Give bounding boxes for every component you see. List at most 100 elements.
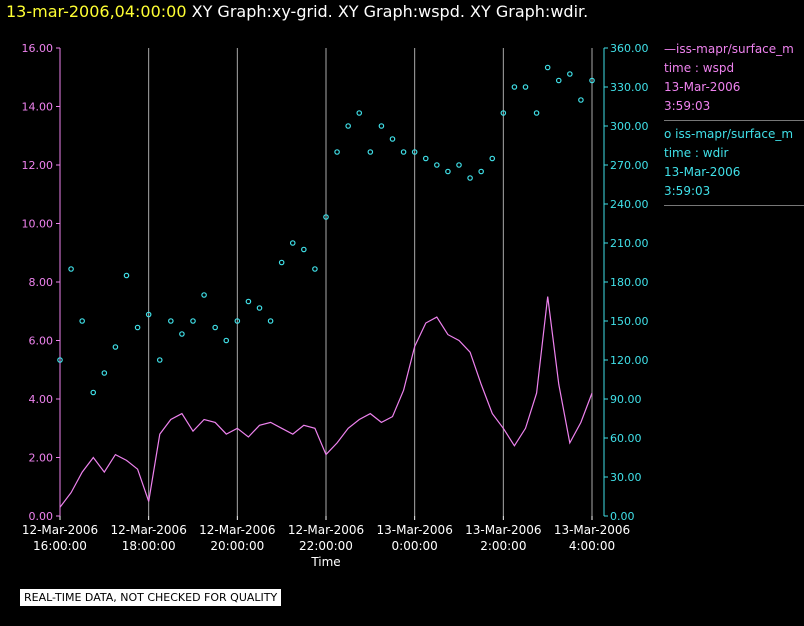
wdir-point — [500, 110, 507, 116]
wdir-point — [434, 162, 440, 168]
wdir-point — [201, 292, 207, 298]
wdir-point — [345, 123, 351, 129]
y-right-tick-label: 330.00 — [610, 81, 649, 94]
wdir-point — [323, 214, 329, 220]
y-right-tick-label: 150.00 — [610, 315, 649, 328]
x-tick-label: 12-Mar-2006 — [110, 523, 186, 537]
x-axis-label: Time — [310, 555, 340, 569]
wdir-point — [57, 357, 63, 363]
x-tick-label: 12-Mar-2006 — [199, 523, 275, 537]
x-tick-label: 2:00:00 — [480, 539, 526, 553]
wdir-point — [278, 259, 285, 266]
legend-var-wspd: time : wspd — [664, 61, 735, 75]
y-left-tick-label: 14.00 — [22, 101, 54, 114]
wdir-point — [101, 370, 108, 376]
wdir-point — [589, 77, 595, 84]
graph-list: XY Graph:xy-grid. XY Graph:wspd. XY Grap… — [191, 2, 589, 21]
legend-name-wspd: iss-mapr/surface_m — [676, 42, 794, 56]
y-right-tick-label: 300.00 — [610, 120, 649, 133]
wdir-point — [68, 266, 74, 272]
wdir-point — [567, 71, 573, 77]
wdir-point — [389, 136, 396, 142]
wdir-point — [123, 272, 130, 279]
legend-entry-wspd: —iss-mapr/surface_m time : wspd 13-Mar-2… — [664, 40, 804, 121]
wdir-point — [256, 305, 263, 311]
y-left-tick-label: 16.00 — [22, 42, 54, 55]
x-tick-label: 12-Mar-2006 — [288, 523, 364, 537]
wdir-point — [511, 84, 518, 90]
legend-symbol-wspd: — — [664, 42, 676, 56]
y-right-tick-label: 270.00 — [610, 159, 649, 172]
x-tick-label: 22:00:00 — [299, 539, 353, 553]
wdir-point — [156, 357, 163, 363]
wdir-point — [489, 155, 496, 162]
legend-var-wdir: time : wdir — [664, 146, 729, 160]
wdir-point — [245, 298, 252, 305]
y-left-tick-label: 10.00 — [22, 218, 54, 231]
legend-date-wspd: 13-Mar-2006 — [664, 80, 741, 94]
wdir-point — [168, 318, 174, 324]
y-right-tick-label: 90.00 — [610, 393, 642, 406]
wdir-point — [544, 64, 551, 71]
wdir-point — [267, 318, 274, 324]
wdir-point — [378, 123, 385, 129]
x-tick-label: 4:00:00 — [569, 539, 615, 553]
x-tick-label: 13-Mar-2006 — [465, 523, 541, 537]
legend-symbol-wdir: o — [664, 127, 672, 141]
x-tick-label: 13-Mar-2006 — [554, 523, 630, 537]
wdir-point — [411, 149, 418, 155]
wdir-point — [190, 318, 196, 324]
x-tick-label: 0:00:00 — [392, 539, 438, 553]
wdir-point — [445, 168, 451, 175]
y-left-tick-label: 0.00 — [29, 510, 54, 523]
wdir-point — [79, 318, 85, 324]
legend-time-wdir: 3:59:03 — [664, 184, 711, 198]
wdir-point — [422, 155, 429, 162]
wdir-point — [289, 240, 296, 246]
wdir-point — [312, 266, 318, 272]
y-left-tick-label: 6.00 — [29, 335, 54, 348]
wdir-point — [90, 389, 97, 396]
legend-time-wspd: 3:59:03 — [664, 99, 711, 113]
wdir-point — [334, 149, 340, 155]
y-left-tick-label: 8.00 — [29, 276, 54, 289]
title-bar: 13-mar-2006,04:00:00 XY Graph:xy-grid. X… — [6, 2, 588, 21]
y-right-tick-label: 180.00 — [610, 276, 649, 289]
wdir-point — [234, 318, 241, 324]
wdir-point — [134, 324, 141, 331]
wdir-point — [467, 175, 473, 181]
y-right-tick-label: 30.00 — [610, 471, 642, 484]
wdir-point — [179, 331, 185, 337]
wdir-point — [555, 77, 562, 84]
legend-name-wdir: iss-mapr/surface_m — [675, 127, 794, 141]
x-tick-label: 12-Mar-2006 — [22, 523, 98, 537]
wdir-point — [112, 344, 119, 350]
y-left-tick-label: 12.00 — [22, 159, 54, 172]
y-right-tick-label: 0.00 — [610, 510, 635, 523]
wdir-point — [522, 84, 529, 90]
wdir-point — [533, 110, 540, 116]
quality-disclaimer: REAL-TIME DATA, NOT CHECKED FOR QUALITY — [20, 589, 282, 606]
x-tick-label: 13-Mar-2006 — [376, 523, 452, 537]
wdir-point — [356, 110, 363, 116]
wdir-point — [301, 246, 307, 253]
y-right-tick-label: 120.00 — [610, 354, 649, 367]
wdir-point — [367, 149, 374, 155]
y-left-tick-label: 4.00 — [29, 393, 54, 406]
y-right-tick-label: 240.00 — [610, 198, 649, 211]
x-tick-label: 16:00:00 — [33, 539, 87, 553]
wdir-point — [400, 149, 407, 155]
x-tick-label: 20:00:00 — [210, 539, 264, 553]
y-right-tick-label: 210.00 — [610, 237, 649, 250]
x-tick-label: 18:00:00 — [122, 539, 176, 553]
wdir-point — [223, 337, 230, 344]
y-right-tick-label: 360.00 — [610, 42, 649, 55]
wdir-point — [456, 162, 462, 168]
wdir-point — [478, 168, 484, 175]
wdir-point — [578, 97, 584, 103]
legend-date-wdir: 13-Mar-2006 — [664, 165, 741, 179]
legend: —iss-mapr/surface_m time : wspd 13-Mar-2… — [664, 40, 804, 210]
legend-entry-wdir: o iss-mapr/surface_m time : wdir 13-Mar-… — [664, 125, 804, 206]
wdir-point — [212, 324, 218, 331]
